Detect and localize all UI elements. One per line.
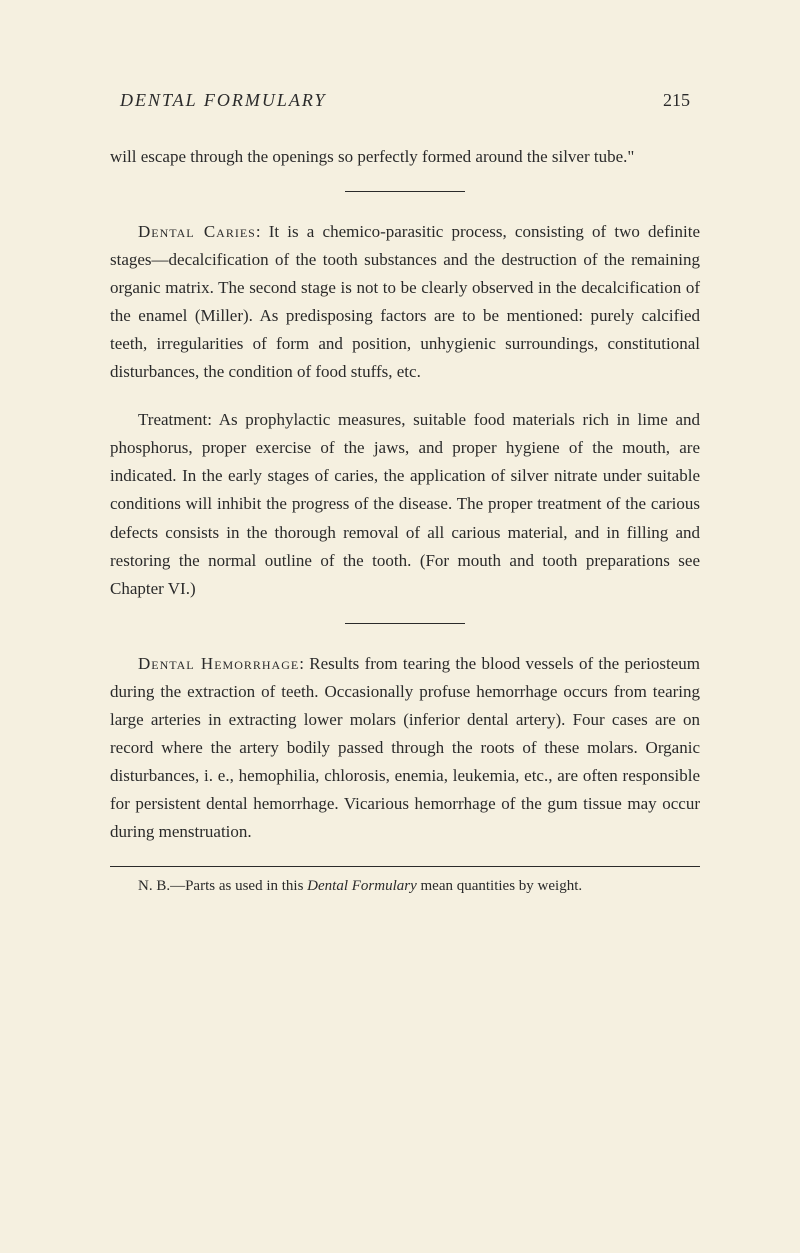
intro-paragraph: will escape through the openings so perf… (110, 143, 700, 171)
page-header: DENTAL FORMULARY 215 (110, 90, 700, 111)
footnote-italic: Dental Formulary (307, 878, 417, 894)
caries-paragraph-2: Treatment: As prophylactic measures, sui… (110, 406, 700, 602)
footnote-prefix: N. B.—Parts as used in this (138, 878, 307, 894)
footnote: N. B.—Parts as used in this Dental Formu… (110, 875, 700, 898)
caries-text-1: : It is a chemico-parasitic process, con… (110, 222, 700, 381)
footnote-suffix: mean quantities by weight. (417, 878, 582, 894)
caries-paragraph-1: Dental Caries: It is a chemico-parasitic… (110, 218, 700, 386)
hemorrhage-text: : Results from tearing the blood vessels… (110, 654, 700, 841)
hemorrhage-paragraph: Dental Hemorrhage: Results from tearing … (110, 650, 700, 846)
section-divider (345, 191, 465, 192)
page-number: 215 (663, 90, 690, 111)
section-divider (345, 623, 465, 624)
caries-heading: Dental Caries (138, 222, 256, 241)
footnote-divider (110, 866, 700, 867)
hemorrhage-heading: Dental Hemorrhage (138, 654, 299, 673)
header-title: DENTAL FORMULARY (120, 90, 327, 111)
